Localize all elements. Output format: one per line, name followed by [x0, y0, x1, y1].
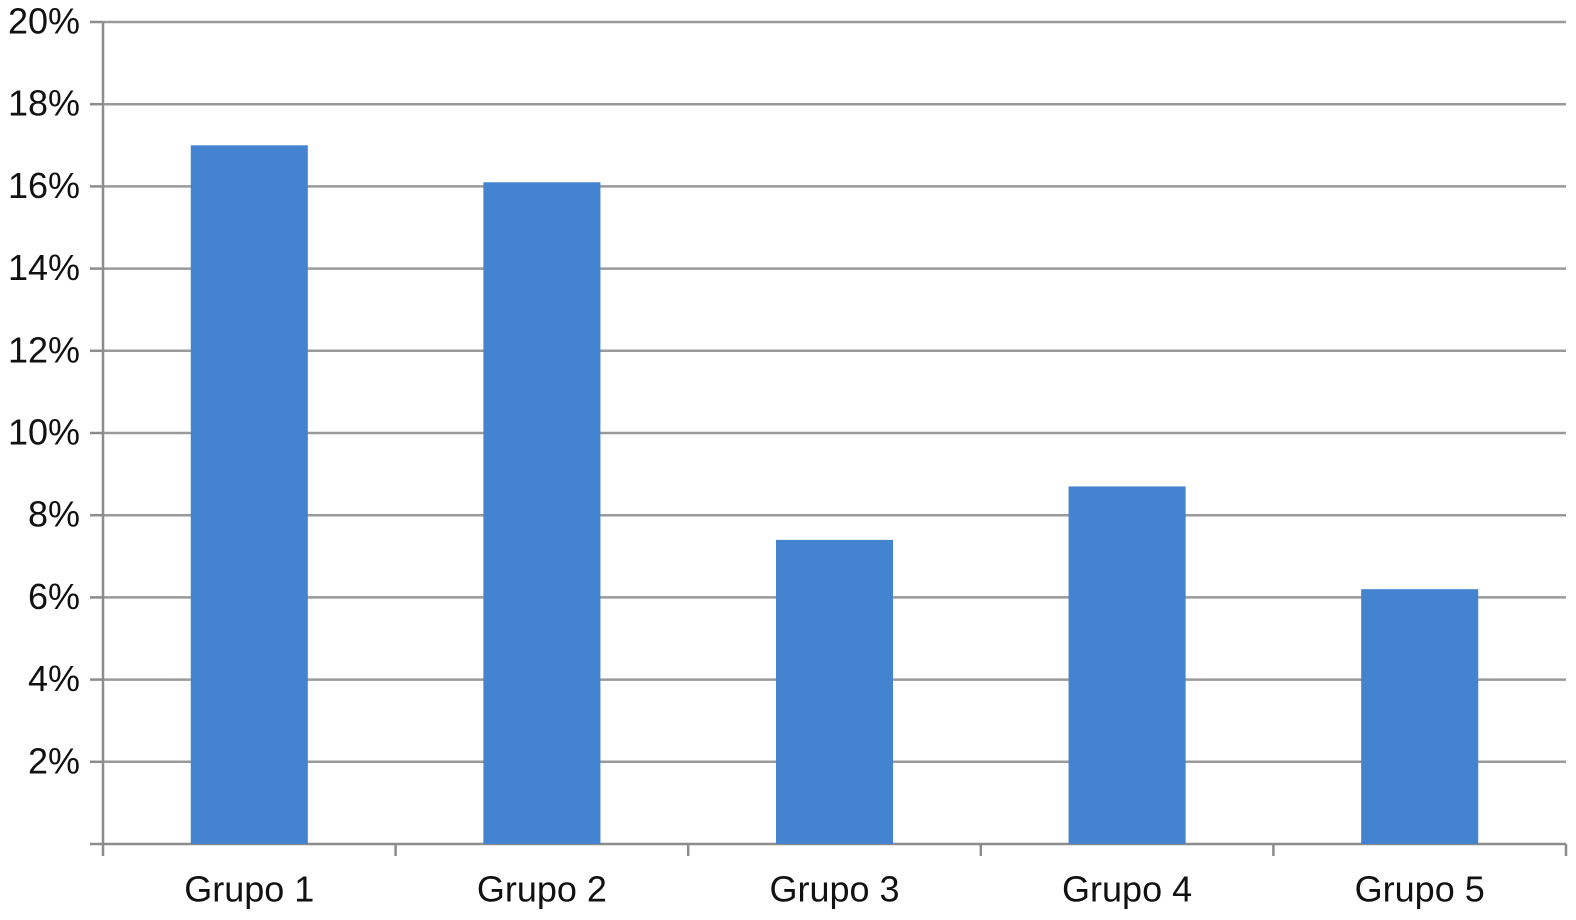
bar — [483, 182, 601, 845]
x-tick-label: Grupo 2 — [477, 869, 607, 910]
y-tick-label: 14% — [8, 247, 80, 288]
y-tick-label: 12% — [8, 329, 80, 370]
y-tick-label: 6% — [28, 576, 80, 617]
x-tick-label: Grupo 1 — [184, 869, 314, 910]
bar — [775, 539, 894, 844]
y-tick-label: 18% — [8, 83, 80, 124]
y-tick-label: 20% — [8, 1, 80, 42]
bar — [190, 145, 308, 845]
bar — [1068, 486, 1186, 844]
x-tick-label: Grupo 4 — [1062, 869, 1192, 910]
y-tick-label: 2% — [28, 740, 80, 781]
y-tick-label: 16% — [8, 165, 80, 206]
y-tick-label: 10% — [8, 412, 80, 453]
y-tick-label: 8% — [28, 494, 80, 535]
x-tick-label: Grupo 5 — [1355, 869, 1485, 910]
y-tick-label: 4% — [28, 658, 80, 699]
x-tick-label: Grupo 3 — [769, 869, 899, 910]
bar — [1361, 589, 1479, 844]
